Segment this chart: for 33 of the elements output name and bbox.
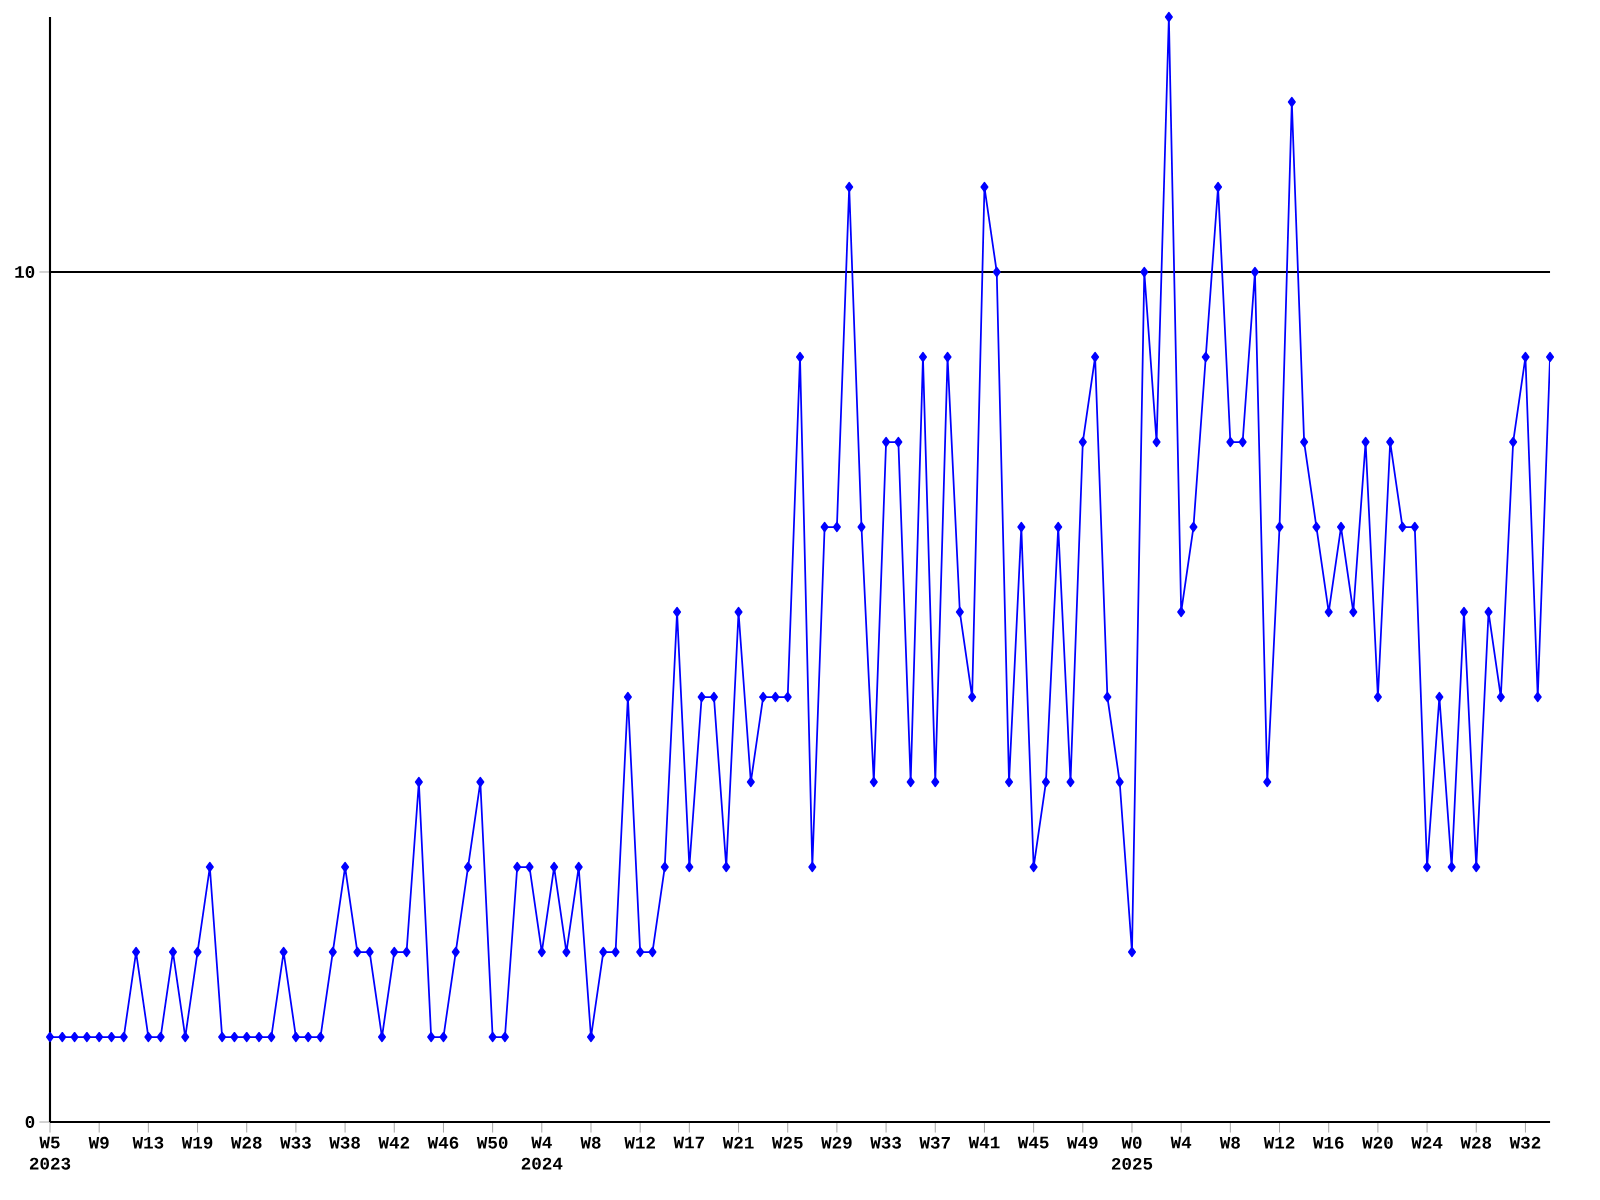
x-tick-label: W24 <box>1411 1136 1443 1149</box>
x-tick-label: W9 <box>88 1136 109 1149</box>
x-tick-label: W8 <box>580 1136 601 1149</box>
x-tick-label: W19 <box>181 1136 213 1149</box>
x-tick-label: W45 <box>1017 1136 1049 1149</box>
x-tick-label: W17 <box>673 1136 704 1149</box>
x-tick-label: W42 <box>378 1136 410 1149</box>
y-tick-label: 10 <box>15 266 35 278</box>
x-tick-label: W13 <box>132 1136 164 1149</box>
x-tick-label: W33 <box>280 1136 311 1149</box>
x-tick-label: W0 2025 <box>1111 1136 1153 1170</box>
x-tick-label: W46 <box>427 1136 459 1149</box>
x-tick-label: W41 <box>968 1136 1000 1149</box>
x-tick-label: W16 <box>1312 1136 1344 1149</box>
x-tick-label: W21 <box>722 1136 754 1149</box>
x-tick-label: W38 <box>329 1136 360 1149</box>
x-tick-label: W4 2024 <box>521 1136 563 1170</box>
x-tick-label: W29 <box>821 1136 852 1149</box>
x-tick-label: W5 2023 <box>29 1136 71 1170</box>
x-tick-label: W28 <box>1460 1136 1492 1149</box>
x-tick-label: W25 <box>771 1136 803 1149</box>
x-tick-label: W33 <box>870 1136 901 1149</box>
x-tick-label: W28 <box>230 1136 262 1149</box>
x-tick-label: W49 <box>1066 1136 1098 1149</box>
x-tick-label: W20 <box>1362 1136 1393 1149</box>
x-tick-label: W37 <box>919 1136 950 1149</box>
x-tick-label: W12 <box>1263 1136 1295 1149</box>
x-tick-label: W4 <box>1170 1136 1192 1149</box>
x-tick-label: W12 <box>624 1136 655 1149</box>
x-tick-label: W32 <box>1509 1136 1541 1149</box>
y-tick-label: 0 <box>25 1116 35 1128</box>
x-tick-label: W8 <box>1219 1136 1240 1149</box>
x-tick-label: W50 <box>476 1136 508 1149</box>
